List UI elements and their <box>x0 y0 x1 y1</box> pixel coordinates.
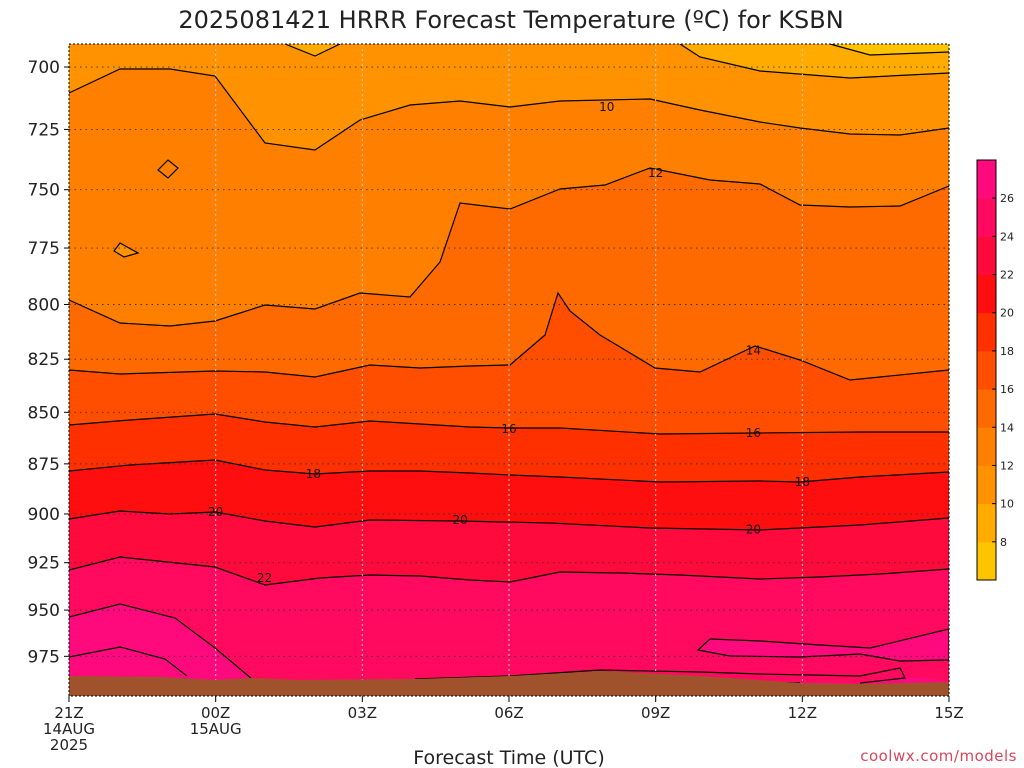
contour-label: 16 <box>746 426 761 440</box>
colorbar-label: 22 <box>1000 269 1014 282</box>
x-tick-label: 09Z <box>641 704 670 722</box>
closed-contour-cold-pocket <box>157 159 179 179</box>
colorbar: 8 10 12 14 16 18 20 22 24 26 <box>976 159 1014 581</box>
y-axis: 700 725 750 775 800 825 850 875 900 925 950 975 <box>28 58 69 667</box>
y-tick-label: 950 <box>28 601 60 621</box>
colorbar-label: 26 <box>1000 192 1014 205</box>
x-tick-label: 03Z <box>348 704 377 722</box>
contour-label: 10 <box>599 100 614 114</box>
x-tick-label: 21Z <box>54 704 83 722</box>
colorbar-swatch <box>977 427 996 466</box>
closed-contour-warm-pocket <box>696 628 949 662</box>
y-tick-label: 800 <box>28 295 60 315</box>
contour-line-8 <box>284 44 949 79</box>
chart-title: 2025081421 HRRR Forecast Temperature (ºC… <box>178 6 843 34</box>
y-tick-label: 750 <box>28 181 60 201</box>
contour-line-20 <box>69 510 949 531</box>
colorbar-label: 12 <box>1000 459 1014 472</box>
x-tick-label: 15Z <box>934 704 963 722</box>
colorbar-label: 24 <box>1000 230 1014 243</box>
contour-label: 22 <box>257 571 272 585</box>
plot-area <box>69 44 949 696</box>
colorbar-label: 8 <box>1000 536 1007 549</box>
colorbar-swatch <box>977 198 996 237</box>
credit: coolwx.com/models <box>860 747 1017 765</box>
y-tick-label: 700 <box>28 58 60 78</box>
x-tick-label: 15AUG <box>190 720 242 738</box>
contour-line-16 <box>69 413 949 435</box>
colorbar-swatch <box>977 389 996 428</box>
y-tick-label: 850 <box>28 403 60 423</box>
x-axis-title: Forecast Time (UTC) <box>413 747 604 768</box>
colorbar-swatch <box>977 541 996 581</box>
contour-label: 20 <box>208 505 223 519</box>
contour-line-12 <box>69 167 949 327</box>
contour-line-22 <box>69 556 949 586</box>
colorbar-swatch <box>977 274 996 314</box>
colorbar-swatch <box>977 503 996 543</box>
contour-label: 20 <box>452 513 467 527</box>
contour-label: 12 <box>648 166 663 180</box>
x-tick-label: 2025 <box>50 736 88 754</box>
y-tick-label: 925 <box>28 554 60 574</box>
temp-band-below-6 <box>830 44 949 55</box>
contour-label: 16 <box>501 422 516 436</box>
colorbar-label: 18 <box>1000 345 1014 358</box>
contour-line-24-lower <box>69 646 188 677</box>
terrain <box>69 671 949 696</box>
contour-label: 20 <box>746 523 761 537</box>
y-tick-label: 775 <box>28 239 60 259</box>
contour-labels: 10 12 14 16 16 18 18 20 20 20 22 <box>208 100 810 585</box>
colorbar-swatch <box>977 236 996 276</box>
y-tick-label: 875 <box>28 455 60 475</box>
contour-label: 14 <box>746 344 761 358</box>
x-tick-label: 14AUG <box>43 720 95 738</box>
contour-label: 18 <box>306 467 321 481</box>
colorbar-swatch <box>977 312 996 352</box>
closed-contour-small <box>113 242 140 258</box>
grid <box>69 44 949 696</box>
x-tick-label: 00Z <box>201 704 230 722</box>
colorbar-label: 16 <box>1000 383 1014 396</box>
colorbar-label: 10 <box>1000 498 1014 511</box>
contour-line-14 <box>69 291 949 381</box>
temp-band-8-10 <box>69 44 949 150</box>
colorbar-label: 14 <box>1000 421 1014 434</box>
colorbar-swatch <box>977 160 996 199</box>
contour-line-18 <box>69 459 949 483</box>
contour-line-6 <box>829 44 949 56</box>
x-tick-label: 12Z <box>788 704 817 722</box>
y-tick-label: 725 <box>28 120 60 140</box>
colorbar-swatch <box>977 465 996 505</box>
y-tick-label: 975 <box>28 647 60 667</box>
y-tick-label: 825 <box>28 350 60 370</box>
contour-label: 18 <box>795 475 810 489</box>
y-tick-label: 900 <box>28 505 60 525</box>
colorbar-label: 20 <box>1000 307 1014 320</box>
contour-line-10 <box>69 68 949 151</box>
colorbar-frame <box>976 159 997 581</box>
x-tick-label: 06Z <box>494 704 523 722</box>
colorbar-swatch <box>977 350 996 390</box>
temp-band-6-8 <box>285 44 949 78</box>
contour-lines <box>69 44 949 684</box>
